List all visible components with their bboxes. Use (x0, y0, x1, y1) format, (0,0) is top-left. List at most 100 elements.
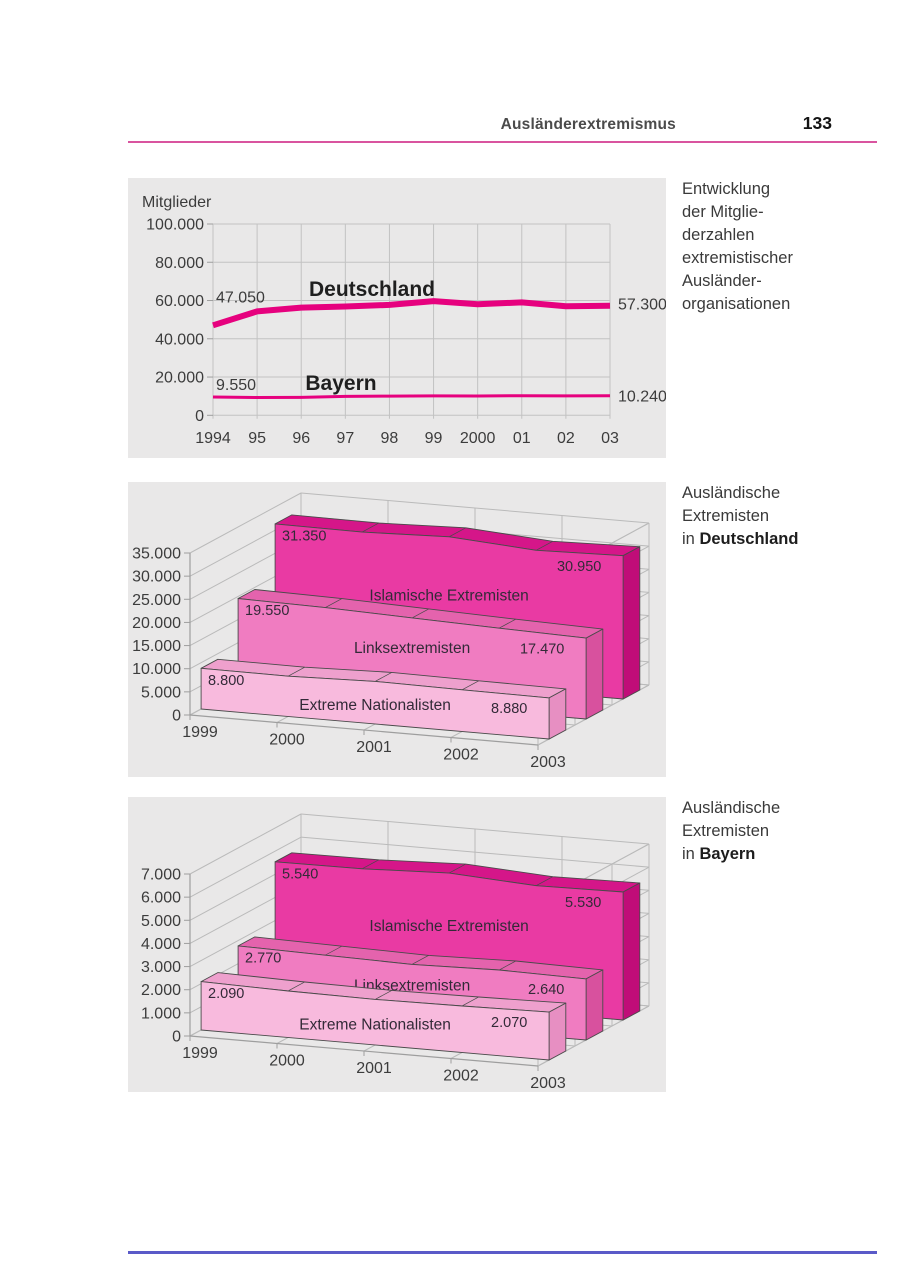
caption-line: derzahlen (682, 226, 755, 244)
x-tick-label: 2002 (443, 747, 479, 764)
header-rule (128, 141, 877, 143)
chart-caption-germany: Ausländische Extremisten in Deutschland (682, 482, 887, 551)
data-line-1 (212, 394, 611, 399)
x-tick-label: 2003 (530, 1075, 566, 1092)
y-tick-label: 4.000 (141, 936, 181, 953)
value-label-end: 17.470 (520, 641, 564, 657)
x-tick-label: 2000 (269, 1053, 305, 1070)
x-tick-label: 1994 (195, 430, 231, 447)
y-tick-label: 60.000 (155, 293, 204, 310)
ribbon-face (548, 1002, 567, 1061)
data-line-0 (212, 298, 611, 329)
y-tick-label: 20.000 (155, 370, 204, 387)
series-label: Islamische Extremisten (369, 918, 528, 935)
x-tick-label: 99 (425, 430, 443, 447)
value-label-end: 2.070 (491, 1015, 527, 1031)
series-label: Extreme Nationalisten (299, 1016, 451, 1033)
x-tick-label: 2001 (356, 1060, 392, 1077)
ribbon-face (622, 546, 641, 700)
germany-3d-chart: 35.000 30.000 25.000 20.000 15.000 10.000 5.00… (128, 482, 666, 777)
value-label-end: 2.640 (528, 982, 564, 998)
value-label-end: 10.240 (618, 389, 666, 406)
ribbon-face (585, 628, 604, 720)
x-tick-label: 1999 (182, 724, 218, 741)
series-label: Islamische Extremisten (369, 588, 528, 605)
y-tick-label: 25.000 (132, 592, 181, 609)
y-tick-label: 100.000 (146, 217, 204, 234)
y-tick-label: 2.000 (141, 982, 181, 999)
value-label-start: 2.090 (208, 986, 244, 1002)
series-label: Bayern (305, 372, 376, 395)
y-tick-label: 40.000 (155, 331, 204, 348)
membership-line-chart: 100.000 80.000 60.000 40.000 20.000 0 Mitglied… (128, 178, 666, 458)
value-label-end: 5.530 (565, 895, 601, 911)
value-label-end: 8.880 (491, 701, 527, 717)
value-label-start: 31.350 (282, 528, 326, 544)
value-label-end: 30.950 (557, 559, 601, 575)
header-section-title: Ausländerextremismus (500, 116, 676, 133)
value-label-start: 19.550 (245, 603, 289, 619)
y-tick-label: 0 (195, 408, 204, 425)
bottom-rule (128, 1251, 877, 1254)
value-label-end: 57.300 (618, 297, 666, 314)
y-tick-label: 30.000 (132, 569, 181, 586)
germany-3d-chart-row: 35.000 30.000 25.000 20.000 15.000 10.000 5.00… (128, 482, 887, 777)
value-label-start: 5.540 (282, 866, 318, 882)
caption-line: organisationen (682, 295, 791, 313)
caption-line: Ausländische (682, 484, 781, 502)
header-page-number: 133 (802, 113, 832, 133)
ribbon-face (548, 688, 567, 740)
y-tick-label: 5.000 (141, 684, 181, 701)
value-label-start: 9.550 (216, 377, 256, 394)
chart-caption-membership: Entwicklung der Mitglie-derzahlen extremis… (682, 178, 887, 316)
line-chart-svg: 100.000 80.000 60.000 40.000 20.000 0 Mitglied… (128, 178, 666, 458)
y-tick-label: 6.000 (141, 890, 181, 907)
x-tick-label: 02 (557, 430, 575, 447)
x-tick-label: 01 (513, 430, 531, 447)
x-tick-label: 1999 (182, 1045, 218, 1062)
y-tick-label: 10.000 (132, 661, 181, 678)
ribbon-face (200, 667, 550, 740)
caption-line: Entwicklung (682, 180, 771, 198)
caption-line: Ausländer- (682, 272, 762, 290)
chart-caption-bavaria: Ausländische Extremisten in Bayern (682, 797, 887, 866)
x-tick-label: 95 (248, 430, 266, 447)
bavaria-3d-chart-row: 7.000 6.000 5.000 4.000 3.000 2.000 1.000 0 1999… (128, 797, 887, 1092)
y-tick-label: 0 (172, 1029, 181, 1046)
y-tick-label: 20.000 (132, 615, 181, 632)
y-tick-label: 5.000 (141, 913, 181, 930)
x-tick-label: 96 (292, 430, 310, 447)
x-tick-label: 97 (336, 430, 354, 447)
y-tick-label: 35.000 (132, 546, 181, 563)
value-label-start: 47.050 (216, 289, 265, 306)
x-tick-label: 2000 (269, 732, 305, 749)
x-tick-label: 03 (601, 430, 619, 447)
bavaria-3d-chart: 7.000 6.000 5.000 4.000 3.000 2.000 1.000 0 1999… (128, 797, 666, 1092)
caption-line: Ausländische (682, 799, 781, 817)
caption-line: extremistischer (682, 249, 793, 267)
series-label: Deutschland (309, 278, 435, 301)
ribbon-face (622, 882, 641, 1021)
x-tick-label: 2001 (356, 739, 392, 756)
series-label: Extreme Nationalisten (299, 697, 451, 714)
x-tick-label: 98 (381, 430, 399, 447)
value-label-start: 8.800 (208, 673, 244, 689)
caption-line: Extremisten (682, 507, 770, 525)
membership-line-chart-row: 100.000 80.000 60.000 40.000 20.000 0 Mitglied… (128, 178, 887, 458)
caption-line: in Bayern (682, 845, 756, 863)
y-tick-label: 3.000 (141, 959, 181, 976)
value-label-start: 2.770 (245, 950, 281, 966)
caption-line: in Deutschland (682, 530, 799, 548)
y-tick-label: 80.000 (155, 255, 204, 272)
series-label: Linksextremisten (354, 640, 470, 657)
3d-chart-svg: 7.000 6.000 5.000 4.000 3.000 2.000 1.000 01999… (128, 797, 666, 1092)
x-tick-label: 2002 (443, 1068, 479, 1085)
y-tick-label: 7.000 (141, 867, 181, 884)
3d-chart-svg: 35.000 30.000 25.000 20.000 15.000 10.000 5.00… (128, 482, 666, 777)
ribbon-face (585, 969, 604, 1041)
y-tick-label: 15.000 (132, 638, 181, 655)
y-tick-label: 1.000 (141, 1005, 181, 1022)
y-axis-title: Mitglieder (142, 194, 212, 211)
x-tick-label: 2000 (460, 430, 496, 447)
